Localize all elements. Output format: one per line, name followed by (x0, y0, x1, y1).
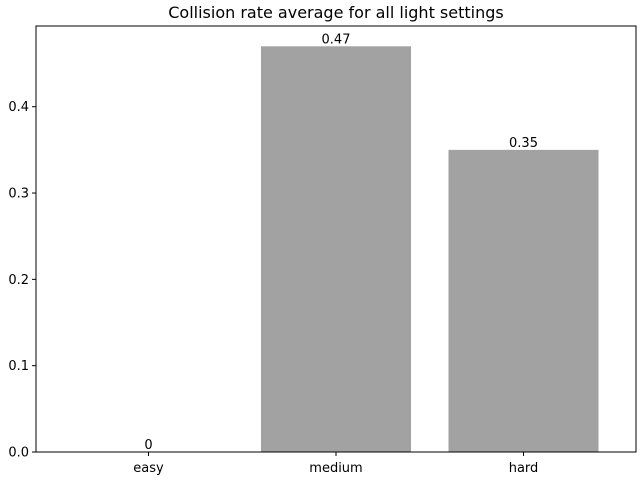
chart-title: Collision rate average for all light set… (168, 3, 503, 22)
bar-value-label: 0 (144, 438, 152, 453)
x-tick-label: hard (509, 461, 539, 476)
x-tick-label: easy (133, 461, 164, 476)
y-tick-label: 0.1 (8, 359, 29, 374)
plot-frame (35, 25, 637, 453)
bar-value-label: 0.35 (509, 136, 538, 151)
y-tick-label: 0.3 (8, 187, 29, 202)
bar-medium (261, 46, 411, 453)
bar-hard (448, 149, 599, 452)
y-tick-label: 0.2 (8, 273, 29, 288)
bar-value-label: 0.47 (322, 32, 351, 47)
y-tick-label: 0.0 (8, 446, 29, 461)
x-tick-label: medium (309, 461, 362, 476)
y-tick-label: 0.4 (8, 100, 29, 115)
